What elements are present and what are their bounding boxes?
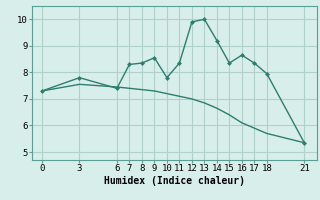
X-axis label: Humidex (Indice chaleur): Humidex (Indice chaleur) xyxy=(104,176,245,186)
